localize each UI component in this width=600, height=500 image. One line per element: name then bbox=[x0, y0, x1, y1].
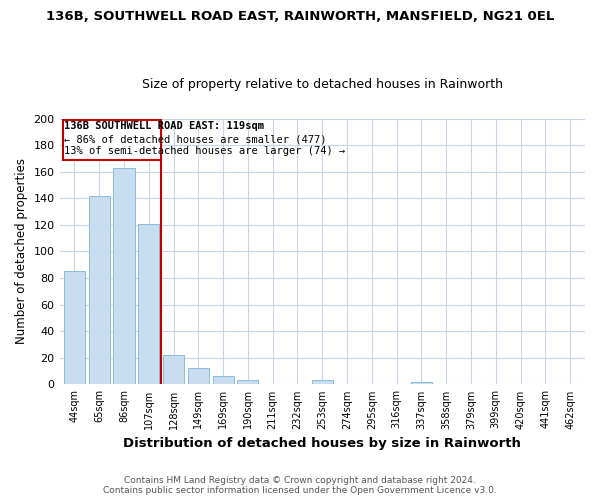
Text: 13% of semi-detached houses are larger (74) →: 13% of semi-detached houses are larger (… bbox=[64, 146, 346, 156]
Bar bbox=[312, 380, 333, 384]
Bar bbox=[238, 380, 259, 384]
Title: Size of property relative to detached houses in Rainworth: Size of property relative to detached ho… bbox=[142, 78, 503, 91]
Text: 136B, SOUTHWELL ROAD EAST, RAINWORTH, MANSFIELD, NG21 0EL: 136B, SOUTHWELL ROAD EAST, RAINWORTH, MA… bbox=[46, 10, 554, 23]
Bar bbox=[163, 355, 184, 384]
Bar bbox=[411, 382, 432, 384]
FancyBboxPatch shape bbox=[62, 120, 161, 160]
Bar bbox=[113, 168, 134, 384]
Bar bbox=[138, 224, 160, 384]
Bar bbox=[89, 196, 110, 384]
Text: 136B SOUTHWELL ROAD EAST: 119sqm: 136B SOUTHWELL ROAD EAST: 119sqm bbox=[64, 121, 265, 131]
Bar bbox=[64, 272, 85, 384]
Bar bbox=[188, 368, 209, 384]
X-axis label: Distribution of detached houses by size in Rainworth: Distribution of detached houses by size … bbox=[124, 437, 521, 450]
Y-axis label: Number of detached properties: Number of detached properties bbox=[15, 158, 28, 344]
Bar bbox=[212, 376, 233, 384]
Text: Contains HM Land Registry data © Crown copyright and database right 2024.
Contai: Contains HM Land Registry data © Crown c… bbox=[103, 476, 497, 495]
Text: ← 86% of detached houses are smaller (477): ← 86% of detached houses are smaller (47… bbox=[64, 134, 327, 144]
